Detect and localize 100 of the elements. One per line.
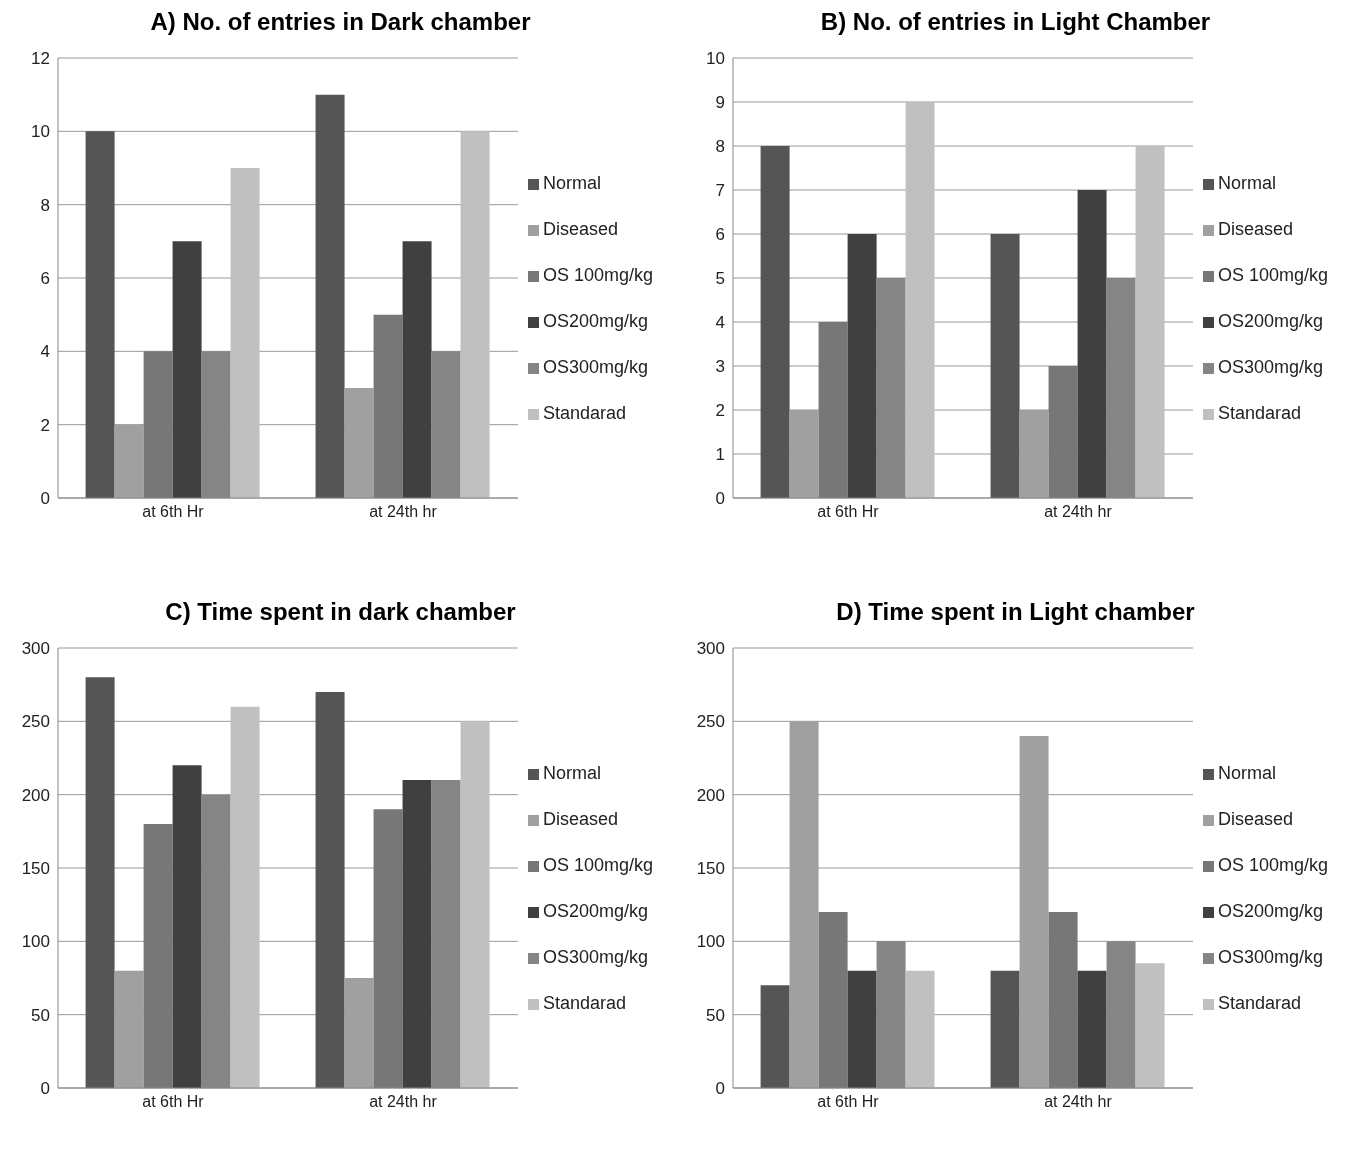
bar [1077, 970, 1107, 1088]
legend-label: OS 100mg/kg [542, 265, 653, 285]
chart-title: C) Time spent in dark chamber [164, 598, 517, 627]
x-tick-label: at 6th Hr [142, 1093, 205, 1111]
legend-label: OS 100mg/kg [1217, 855, 1328, 875]
chart-title: A) No. of entries in Dark chamber [149, 8, 532, 37]
bar [1077, 190, 1107, 498]
y-tick-label: 100 [696, 932, 725, 952]
y-tick-label: 200 [696, 785, 725, 805]
bar [315, 692, 345, 1088]
bar [990, 970, 1020, 1088]
legend-label: OS 100mg/kg [542, 855, 653, 875]
y-tick-label: 300 [21, 639, 50, 659]
y-tick-label: 0 [40, 489, 50, 509]
bar [460, 721, 490, 1088]
y-tick-label: 50 [31, 1005, 50, 1025]
x-tick-label: at 6th Hr [817, 1093, 880, 1111]
y-tick-label: 10 [31, 122, 50, 142]
legend-label: OS200mg/kg [1217, 311, 1323, 331]
y-tick-label: 7 [715, 181, 725, 201]
bar [85, 677, 115, 1088]
y-tick-label: 150 [21, 859, 50, 879]
legend-label: Standarad [1217, 403, 1302, 423]
bar [402, 780, 432, 1088]
y-tick-label: 100 [21, 932, 50, 952]
legend-label: OS200mg/kg [542, 901, 648, 921]
y-tick-label: 0 [715, 489, 725, 509]
bar [1048, 912, 1078, 1088]
y-tick-label: 2 [715, 401, 725, 421]
y-tick-label: 8 [715, 137, 725, 157]
bar [143, 824, 173, 1088]
legend-label: OS300mg/kg [1217, 947, 1323, 967]
y-tick-label: 4 [715, 313, 725, 333]
legend-label: OS200mg/kg [542, 311, 648, 331]
bar [143, 351, 173, 498]
legend-label: Diseased [542, 809, 618, 829]
bar [344, 388, 374, 498]
x-tick-label: at 24th hr [369, 503, 438, 521]
legend-label: Normal [1217, 173, 1276, 193]
legend-label: OS300mg/kg [1217, 357, 1323, 377]
y-tick-label: 200 [21, 785, 50, 805]
y-tick-label: 6 [40, 269, 50, 289]
y-tick-label: 3 [715, 357, 725, 377]
legend-label: Standarad [542, 993, 627, 1013]
bar [760, 146, 790, 498]
y-tick-label: 150 [696, 859, 725, 879]
bar [114, 970, 144, 1088]
y-tick-label: 12 [31, 49, 50, 69]
y-tick-label: 4 [40, 342, 50, 362]
x-tick-label: at 6th Hr [142, 503, 205, 521]
bar [315, 94, 345, 498]
y-tick-label: 8 [40, 195, 50, 215]
legend-label: Diseased [1217, 809, 1293, 829]
y-tick-label: 300 [696, 639, 725, 659]
bar [373, 809, 403, 1088]
bar [1048, 366, 1078, 498]
y-tick-label: 50 [706, 1005, 725, 1025]
bar [1135, 963, 1165, 1088]
bar [905, 102, 935, 498]
x-tick-label: at 24th hr [1044, 1093, 1113, 1111]
bar [818, 322, 848, 498]
x-tick-label: at 24th hr [1044, 503, 1113, 521]
bar [230, 706, 260, 1088]
legend-label: Diseased [542, 219, 618, 239]
y-tick-label: 0 [40, 1079, 50, 1099]
bar [990, 234, 1020, 498]
legend-label: Normal [542, 763, 601, 783]
bar [85, 131, 115, 498]
y-tick-label: 9 [715, 93, 725, 113]
y-tick-label: 250 [21, 712, 50, 732]
x-tick-label: at 6th Hr [817, 503, 880, 521]
bar [1135, 146, 1165, 498]
bar [373, 314, 403, 498]
y-tick-label: 6 [715, 225, 725, 245]
legend-label: OS300mg/kg [542, 947, 648, 967]
legend-label: Normal [542, 173, 601, 193]
bar [172, 241, 202, 498]
bar [230, 168, 260, 498]
bar [460, 131, 490, 498]
y-tick-label: 1 [715, 445, 725, 465]
bar [172, 765, 202, 1088]
bar [847, 234, 877, 498]
y-tick-label: 5 [715, 269, 725, 289]
legend-label: OS 100mg/kg [1217, 265, 1328, 285]
y-tick-label: 10 [706, 49, 725, 69]
bar [344, 978, 374, 1088]
legend-label: Standarad [542, 403, 627, 423]
legend-label: Normal [1217, 763, 1276, 783]
chart-title: B) No. of entries in Light Chamber [819, 8, 1212, 37]
bar [818, 912, 848, 1088]
legend-label: Standarad [1217, 993, 1302, 1013]
bar [847, 970, 877, 1088]
legend-label: Diseased [1217, 219, 1293, 239]
bar [760, 985, 790, 1088]
legend-label: OS300mg/kg [542, 357, 648, 377]
bar [402, 241, 432, 498]
x-tick-label: at 24th hr [369, 1093, 438, 1111]
y-tick-label: 2 [40, 415, 50, 435]
y-tick-label: 250 [696, 712, 725, 732]
legend-label: OS200mg/kg [1217, 901, 1323, 921]
